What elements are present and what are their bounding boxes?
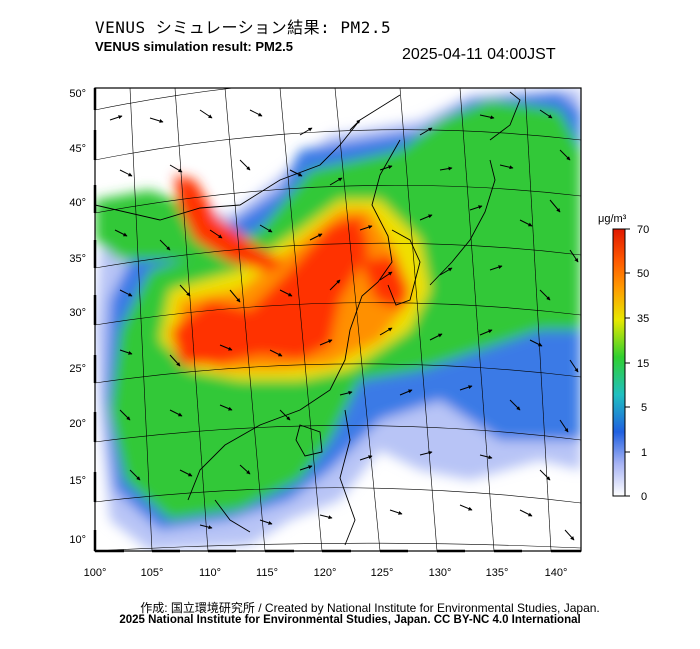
lon-label: 105° bbox=[141, 567, 164, 579]
lat-label: 15° bbox=[69, 475, 86, 487]
lat-label: 10° bbox=[69, 534, 86, 546]
lon-label: 140° bbox=[545, 567, 568, 579]
latitude-labels: 50° 45° 40° 35° 30° 25° 20° 15° 10° bbox=[69, 88, 86, 546]
frame-ticks bbox=[93, 88, 581, 553]
lat-label: 40° bbox=[69, 197, 86, 209]
longitude-labels: 100° 105° 110° 115° 120° 125° 130° 135° … bbox=[84, 567, 568, 579]
colorbar-label: 50 bbox=[637, 268, 649, 280]
graticule bbox=[95, 88, 581, 551]
title-english: VENUS simulation result: PM2.5 bbox=[95, 39, 293, 54]
pm25-concentration-field bbox=[95, 88, 581, 551]
colorbar-label: 70 bbox=[637, 224, 649, 236]
credit-line: 作成: 国立環境研究所 / Created by National Instit… bbox=[140, 601, 600, 615]
lon-label: 110° bbox=[199, 567, 221, 579]
colorbar-label: 15 bbox=[637, 358, 649, 370]
lon-label: 130° bbox=[429, 567, 452, 579]
colorbar-label: 1 bbox=[641, 447, 647, 459]
colorbar-label: 0 bbox=[641, 491, 647, 503]
copyright-line: 2025 National Institute for Environmenta… bbox=[119, 614, 581, 626]
lon-label: 135° bbox=[486, 567, 509, 579]
coastlines bbox=[95, 91, 521, 546]
colorbar-label: 5 bbox=[641, 402, 647, 414]
lat-label: 35° bbox=[69, 253, 86, 265]
pm25-map bbox=[95, 88, 581, 551]
title-japanese: VENUS シミュレーション結果: PM2.5 bbox=[95, 18, 392, 37]
lon-label: 120° bbox=[314, 567, 337, 579]
lat-label: 20° bbox=[69, 418, 86, 430]
lat-label: 25° bbox=[69, 363, 86, 375]
lon-label: 115° bbox=[256, 567, 278, 579]
lat-label: 30° bbox=[69, 307, 86, 319]
colorbar-gradient bbox=[612, 228, 626, 497]
colorbar-label: 35 bbox=[637, 313, 649, 325]
lon-label: 125° bbox=[371, 567, 394, 579]
lat-label: 50° bbox=[69, 88, 86, 100]
wind-vectors bbox=[109, 109, 579, 541]
colorbar-unit: μg/m³ bbox=[598, 213, 627, 225]
lon-label: 100° bbox=[84, 567, 107, 579]
colorbar: μg/m³ 70 50 35 15 5 1 0 bbox=[598, 213, 649, 503]
lat-label: 45° bbox=[69, 143, 86, 155]
forecast-timestamp: 2025-04-11 04:00JST bbox=[402, 46, 556, 63]
